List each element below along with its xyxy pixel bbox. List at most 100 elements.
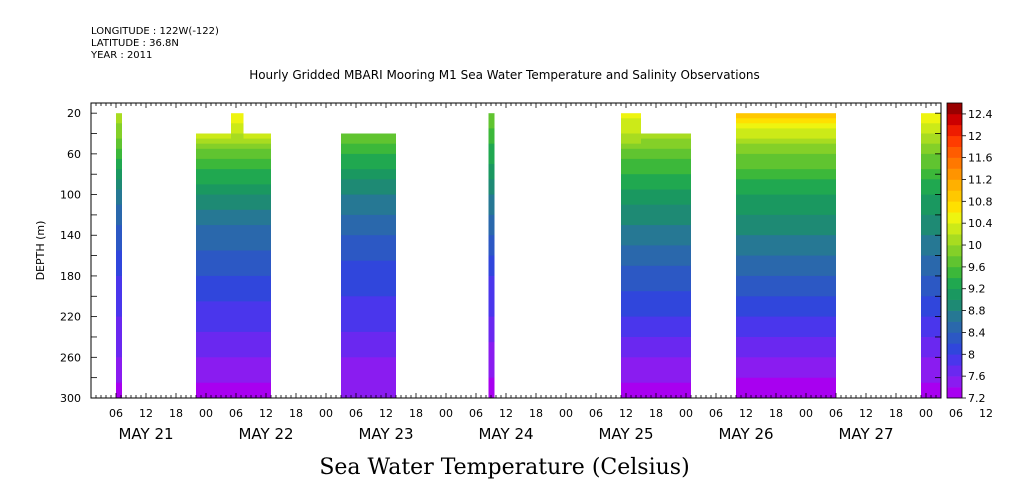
data-cell — [921, 128, 941, 135]
data-cell — [116, 138, 122, 145]
data-cell — [341, 153, 396, 160]
data-cell — [621, 174, 641, 180]
data-cell — [641, 357, 691, 363]
data-cell — [621, 316, 641, 323]
data-cell — [116, 204, 122, 211]
data-cell — [621, 255, 641, 262]
data-cell — [488, 357, 495, 363]
data-cell — [488, 362, 495, 369]
data-cell — [231, 189, 244, 196]
data-cell — [621, 138, 641, 145]
data-cell — [488, 342, 495, 348]
data-cell — [921, 113, 941, 119]
data-cell — [621, 362, 641, 369]
data-cell — [341, 214, 396, 221]
data-cell — [621, 321, 641, 328]
colorbar-cell — [947, 179, 962, 191]
data-cell — [488, 260, 495, 267]
data-cell — [736, 321, 836, 328]
data-cell — [736, 255, 836, 262]
data-cell — [641, 372, 691, 379]
data-cell — [116, 113, 122, 119]
data-cell — [231, 164, 244, 170]
data-cell — [921, 250, 941, 257]
data-cell — [488, 372, 495, 379]
data-cell — [341, 265, 396, 272]
data-cell — [116, 260, 122, 267]
data-cell — [921, 311, 941, 318]
data-cell — [641, 296, 691, 302]
data-cell — [488, 184, 495, 191]
data-cell — [341, 331, 396, 338]
data-cell — [921, 281, 941, 287]
data-cell — [231, 352, 244, 358]
data-cell — [488, 392, 495, 398]
data-cell — [621, 169, 641, 175]
data-cell — [641, 377, 691, 384]
data-cell — [341, 291, 396, 297]
data-cell — [488, 377, 495, 384]
data-cell — [116, 169, 122, 175]
data-cell — [921, 342, 941, 348]
data-cell — [621, 306, 641, 313]
x-tick-label: 18 — [529, 407, 543, 420]
data-cell — [231, 337, 244, 343]
data-cell — [341, 225, 396, 231]
colorbar-cell — [947, 201, 962, 213]
data-cell — [736, 199, 836, 206]
data-cell — [921, 382, 941, 389]
data-cell — [231, 265, 244, 272]
data-cell — [116, 352, 122, 358]
data-cell — [488, 225, 495, 231]
colorbar-tick-label: 10.8 — [968, 195, 993, 208]
data-cell — [621, 179, 641, 185]
data-cell — [341, 270, 396, 277]
data-cell — [621, 382, 641, 389]
colorbar-cell — [947, 124, 962, 137]
colorbar-cell — [947, 234, 962, 246]
data-cell — [621, 357, 641, 363]
data-cell — [341, 392, 396, 398]
data-cell — [231, 184, 244, 191]
data-cell — [488, 387, 495, 394]
x-tick-label: 12 — [499, 407, 513, 420]
colorbar-tick-label: 12.4 — [968, 108, 993, 121]
data-cell — [488, 148, 495, 155]
data-cell — [921, 138, 941, 145]
y-tick-label: 260 — [60, 351, 81, 364]
data-cell — [641, 184, 691, 191]
data-cell — [641, 306, 691, 313]
data-cell — [488, 291, 495, 297]
data-cell — [341, 174, 396, 180]
data-cell — [921, 291, 941, 297]
data-cell — [488, 270, 495, 277]
data-cell — [116, 265, 122, 272]
data-cell — [641, 133, 691, 140]
data-cell — [116, 230, 122, 236]
data-cell — [621, 184, 641, 191]
data-cell — [641, 158, 691, 165]
data-cell — [231, 123, 244, 129]
data-cell — [921, 316, 941, 323]
x-day-label: MAY 25 — [598, 425, 653, 443]
data-cell — [488, 113, 495, 119]
data-cell — [921, 153, 941, 160]
x-tick-label: 18 — [169, 407, 183, 420]
data-cell — [116, 281, 122, 287]
data-cell — [116, 199, 122, 206]
data-cell — [231, 138, 244, 145]
data-cell — [116, 255, 122, 262]
data-cell — [921, 214, 941, 221]
data-cell — [921, 184, 941, 191]
data-cell — [921, 352, 941, 358]
data-cell — [231, 286, 244, 292]
data-cell — [921, 286, 941, 292]
data-cell — [641, 235, 691, 241]
x-day-label: MAY 22 — [238, 425, 293, 443]
x-tick-label: 00 — [679, 407, 693, 420]
data-cell — [341, 179, 396, 185]
data-cell — [231, 148, 244, 155]
colorbar-cell — [947, 387, 962, 399]
data-cell — [116, 123, 122, 129]
data-cell — [641, 153, 691, 160]
